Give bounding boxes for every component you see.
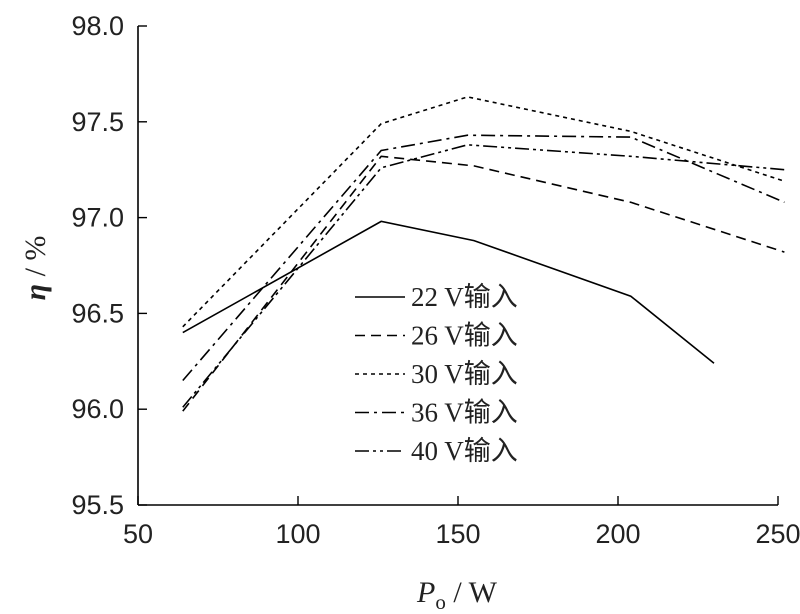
legend: 22 V输入 26 V输入 30 V输入 36 V输入 40 V输入: [355, 282, 518, 466]
y-tick-label: 97.0: [71, 203, 124, 233]
legend-label-2: 26 V输入: [411, 321, 518, 351]
x-tick-label: 150: [435, 519, 480, 549]
y-tick-label: 96.0: [71, 394, 124, 424]
y-axis-title: η / %: [19, 236, 52, 301]
series-line-3: [182, 96, 785, 328]
y-tick-label: 95.5: [71, 490, 124, 520]
legend-label-3: 30 V输入: [411, 359, 518, 389]
x-axis-unit: / W: [446, 576, 498, 609]
series-line-5: [182, 143, 785, 408]
y-tick-label: 97.5: [71, 107, 124, 137]
x-axis-title: Po / W: [416, 576, 498, 614]
legend-label-1: 22 V输入: [411, 282, 518, 312]
legend-label-4: 36 V输入: [411, 398, 518, 428]
series-line-4: [182, 134, 785, 382]
x-axis-symbol: P: [416, 576, 435, 609]
legend-label-5: 40 V输入: [411, 436, 518, 466]
axes: 95.5 96.0 96.5 97.0 97.5 98.0 50 100 150 200 250: [71, 11, 800, 549]
y-axis-unit: / %: [19, 236, 52, 284]
x-axis-subscript: o: [435, 590, 446, 614]
y-axis-symbol: η: [19, 284, 52, 300]
y-tick-label: 96.5: [71, 298, 124, 328]
x-tick-label: 100: [275, 519, 320, 549]
y-tick-label: 98.0: [71, 11, 124, 41]
series-line-2: [182, 155, 785, 412]
x-tick-label: 50: [123, 519, 153, 549]
series-line-1: [182, 220, 715, 364]
x-tick-label: 200: [595, 519, 640, 549]
x-tick-label: 250: [755, 519, 800, 549]
plot-lines: [182, 96, 785, 412]
